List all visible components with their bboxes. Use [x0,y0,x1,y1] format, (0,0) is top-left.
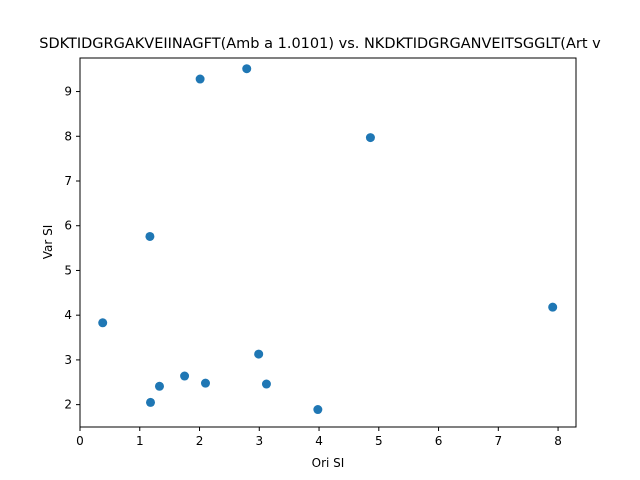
data-point [200,378,210,388]
y-tick-label: 4 [64,308,72,322]
data-point [195,74,205,84]
y-tick-label: 5 [64,263,72,277]
data-point [548,302,558,312]
data-point [261,379,271,389]
y-tick-label: 2 [64,398,72,412]
y-tick-label: 7 [64,174,72,188]
y-tick-label: 9 [64,85,72,99]
x-tick-label: 2 [196,434,204,448]
data-point [242,64,252,74]
data-point [365,133,375,143]
y-tick-label: 6 [64,219,72,233]
x-tick-label: 1 [136,434,144,448]
chart-title: SDKTIDGRGAKVEIINAGFT(Amb a 1.0101) vs. N… [39,36,601,52]
x-tick-label: 0 [76,434,84,448]
y-axis: 2 3 4 5 6 7 8 9 [64,85,80,412]
x-tick-label: 5 [375,434,383,448]
x-axis-label: Ori SI [312,456,345,470]
x-axis: 0 1 2 3 4 5 6 7 8 [76,427,562,448]
y-tick-label: 3 [64,353,72,367]
axes-frame [79,57,577,428]
data-point [145,231,155,241]
data-point [146,397,156,407]
x-tick-label: 4 [315,434,323,448]
data-point [180,371,190,381]
data-point [98,318,108,328]
y-axis-label: Var SI [41,225,55,260]
x-tick-label: 3 [255,434,263,448]
y-tick-label: 8 [64,129,72,143]
x-tick-label: 6 [435,434,443,448]
data-point [254,349,264,359]
x-tick-label: 7 [494,434,502,448]
plot-area [98,64,558,415]
data-point [313,405,323,415]
data-point [154,381,164,391]
x-tick-label: 8 [554,434,562,448]
